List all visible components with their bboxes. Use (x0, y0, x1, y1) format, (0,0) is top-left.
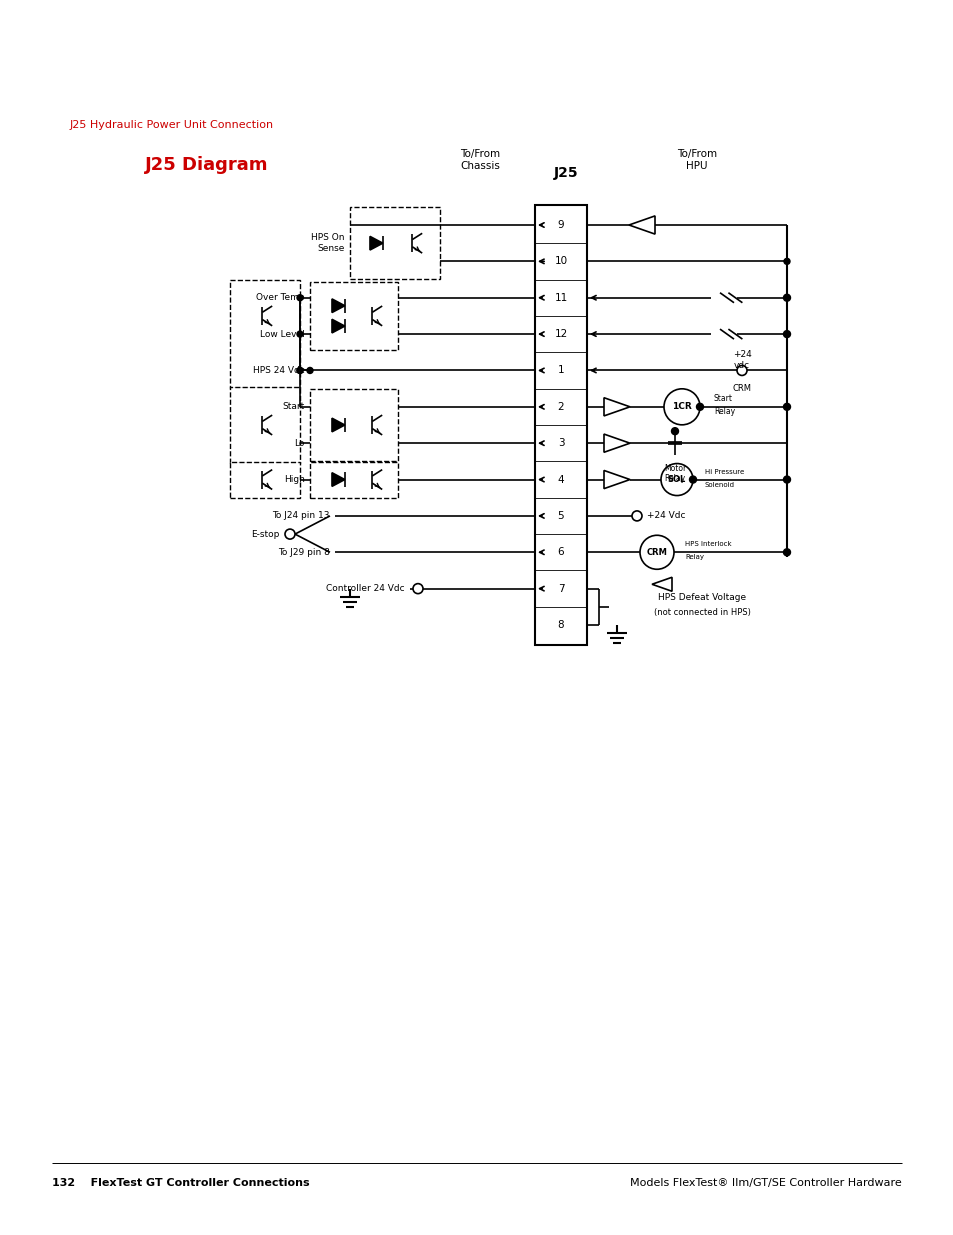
Circle shape (782, 548, 790, 556)
Circle shape (296, 368, 303, 373)
Text: Start: Start (282, 403, 305, 411)
Text: HPS Defeat Voltage: HPS Defeat Voltage (658, 593, 745, 603)
Text: Relay: Relay (684, 555, 703, 561)
Text: Solenoid: Solenoid (704, 482, 734, 488)
Circle shape (671, 427, 678, 435)
Text: HPS 24 Vdc: HPS 24 Vdc (253, 366, 305, 375)
Bar (230, 462, 299, 498)
Text: +24: +24 (732, 350, 751, 359)
Circle shape (663, 389, 700, 425)
Circle shape (660, 463, 692, 495)
Circle shape (296, 368, 303, 373)
Polygon shape (332, 299, 344, 312)
Text: 2: 2 (558, 401, 564, 411)
Text: HPS Interlock: HPS Interlock (684, 541, 731, 547)
Text: Over Temp: Over Temp (256, 293, 305, 303)
Text: 132    FlexTest GT Controller Connections: 132 FlexTest GT Controller Connections (52, 1178, 310, 1188)
Text: Start: Start (713, 394, 732, 404)
Polygon shape (332, 320, 344, 333)
Text: J25 Hydraulic Power Unit Connection: J25 Hydraulic Power Unit Connection (70, 120, 274, 130)
Text: SOL: SOL (667, 475, 685, 484)
Text: Hi Pressure: Hi Pressure (704, 468, 743, 474)
Polygon shape (332, 419, 344, 432)
Text: Motor: Motor (663, 463, 685, 473)
Circle shape (782, 331, 790, 337)
Text: 7: 7 (558, 584, 564, 594)
Circle shape (639, 535, 673, 569)
Text: To J24 pin 13: To J24 pin 13 (273, 511, 330, 520)
Circle shape (296, 331, 303, 337)
Bar (230, 387, 299, 463)
Text: J25 Diagram: J25 Diagram (145, 156, 268, 174)
Circle shape (631, 511, 641, 521)
Text: 1: 1 (558, 366, 564, 375)
Circle shape (307, 368, 313, 373)
Circle shape (782, 294, 790, 301)
Text: 9: 9 (558, 220, 564, 230)
Text: 11: 11 (554, 293, 567, 303)
Text: (not connected in HPS): (not connected in HPS) (653, 609, 750, 618)
Circle shape (737, 366, 746, 375)
Circle shape (285, 529, 294, 540)
Polygon shape (628, 216, 655, 235)
Circle shape (689, 475, 696, 483)
Text: Controller 24 Vdc: Controller 24 Vdc (326, 584, 405, 593)
Text: 12: 12 (554, 329, 567, 340)
Bar (310, 282, 397, 350)
Text: Models FlexTest® IIm/GT/SE Controller Hardware: Models FlexTest® IIm/GT/SE Controller Ha… (630, 1178, 901, 1188)
Circle shape (696, 404, 702, 410)
Circle shape (782, 475, 790, 483)
Text: HPS On
Sense: HPS On Sense (312, 233, 345, 253)
Circle shape (413, 584, 422, 594)
Text: CRM: CRM (732, 384, 751, 393)
Bar (535, 205, 586, 645)
Text: To/From
HPU: To/From HPU (677, 149, 717, 170)
Polygon shape (603, 433, 629, 452)
Text: 5: 5 (558, 511, 564, 521)
Bar (310, 389, 397, 461)
Bar (310, 462, 397, 498)
Polygon shape (370, 236, 382, 249)
Text: J25: J25 (553, 165, 578, 180)
Polygon shape (603, 398, 629, 416)
Text: Low Level: Low Level (260, 330, 305, 338)
Text: +24 Vdc: +24 Vdc (646, 511, 685, 520)
Text: 10: 10 (554, 257, 567, 267)
Circle shape (296, 295, 303, 301)
Text: 3: 3 (558, 438, 564, 448)
Text: CRM: CRM (646, 548, 667, 557)
Text: 4: 4 (558, 474, 564, 484)
Text: To J29 pin 8: To J29 pin 8 (278, 548, 330, 557)
Text: High: High (284, 475, 305, 484)
Text: Relay: Relay (713, 408, 735, 416)
Text: To/From
Chassis: To/From Chassis (459, 149, 499, 170)
Text: Lo: Lo (294, 438, 305, 447)
Text: 1CR: 1CR (672, 403, 691, 411)
Text: Relay: Relay (663, 474, 685, 483)
Text: 6: 6 (558, 547, 564, 557)
Bar (350, 207, 439, 279)
Circle shape (783, 258, 789, 264)
Polygon shape (603, 471, 629, 489)
Bar (230, 279, 299, 389)
Text: 8: 8 (558, 620, 564, 630)
Text: vdc: vdc (733, 361, 749, 370)
Text: E-stop: E-stop (252, 530, 280, 538)
Circle shape (782, 404, 790, 410)
Polygon shape (651, 577, 671, 592)
Polygon shape (332, 473, 344, 487)
